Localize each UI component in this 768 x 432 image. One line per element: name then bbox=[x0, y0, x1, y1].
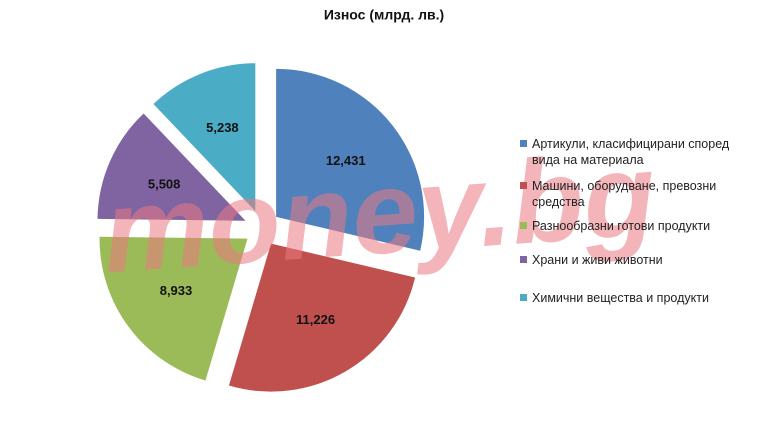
pie-slice bbox=[276, 68, 425, 251]
legend-item: Химични вещества и продукти bbox=[520, 290, 756, 306]
pie-slice bbox=[228, 243, 416, 392]
legend-item: Разнообразни готови продукти bbox=[520, 218, 756, 234]
legend-swatch bbox=[520, 222, 527, 229]
pie-slice bbox=[97, 113, 246, 221]
pie-slice bbox=[99, 236, 248, 381]
legend-swatch bbox=[520, 256, 527, 263]
legend-label: Артикули, класифицирани според вида на м… bbox=[532, 137, 730, 167]
data-label: 8,933 bbox=[160, 283, 193, 298]
legend-item: Храни и живи животни bbox=[520, 252, 756, 268]
legend-label: Машини, оборудване, превозни средства bbox=[532, 179, 717, 209]
pie-slice bbox=[153, 63, 256, 212]
data-label: 12,431 bbox=[326, 153, 366, 168]
chart-title: Износ (млрд. лв.) bbox=[324, 7, 444, 23]
legend-swatch bbox=[520, 140, 527, 147]
data-label: 5,508 bbox=[148, 177, 181, 192]
legend-label: Разнообразни готови продукти bbox=[532, 219, 711, 233]
legend: Артикули, класифицирани според вида на м… bbox=[520, 136, 756, 306]
legend-swatch bbox=[520, 182, 527, 189]
legend-item: Машини, оборудване, превозни средства bbox=[520, 178, 756, 210]
data-label: 11,226 bbox=[296, 312, 335, 327]
legend-swatch bbox=[520, 294, 527, 301]
legend-label: Храни и живи животни bbox=[532, 253, 663, 267]
data-label: 5,238 bbox=[206, 120, 239, 135]
legend-item: Артикули, класифицирани според вида на м… bbox=[520, 136, 756, 168]
legend-label: Химични вещества и продукти bbox=[532, 291, 709, 305]
